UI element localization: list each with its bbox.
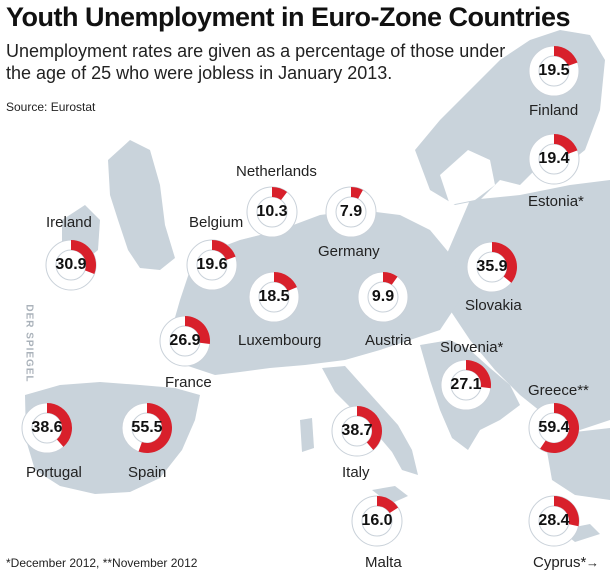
donut-luxembourg	[248, 271, 300, 323]
marker-slovenia: 27.1	[440, 359, 492, 411]
donut-slice-cyprus	[554, 496, 579, 527]
value-netherlands: 10.3	[256, 203, 288, 220]
label-germany: Germany	[318, 243, 380, 260]
donut-slice-ireland	[71, 240, 96, 275]
label-finland: Finland	[529, 102, 579, 119]
value-germany: 7.9	[339, 203, 363, 220]
marker-portugal: 38.6	[21, 402, 73, 454]
donut-slice-luxembourg	[274, 272, 297, 292]
marker-slovakia: 35.9	[466, 241, 518, 293]
donut-netherlands	[246, 186, 298, 238]
map-baltic-sea	[440, 150, 495, 205]
donut-france	[159, 315, 211, 367]
label-cyprus: Cyprus*	[533, 554, 587, 571]
value-luxembourg: 18.5	[258, 288, 290, 305]
marker-belgium: 19.6	[186, 239, 238, 291]
value-malta: 16.0	[361, 512, 393, 529]
value-greece: 59.4	[538, 419, 570, 436]
label-portugal: Portugal	[26, 464, 82, 481]
donut-slice-slovenia	[466, 360, 491, 389]
marker-finland: 19.5	[528, 45, 580, 97]
donut-slice-malta	[377, 496, 399, 513]
spiegel-watermark: DER SPIEGEL	[23, 304, 35, 383]
label-greece: Greece**	[528, 382, 589, 399]
donut-portugal	[21, 402, 73, 454]
value-finland: 19.5	[538, 62, 570, 79]
marker-malta: 16.0	[351, 495, 403, 547]
value-france: 26.9	[169, 332, 201, 349]
donut-finland	[528, 45, 580, 97]
donut-slice-france	[185, 316, 210, 344]
marker-ireland: 30.9	[45, 239, 97, 291]
marker-greece: 59.4	[528, 402, 580, 454]
donut-belgium	[186, 239, 238, 291]
source-note: Source: Eurostat	[6, 100, 96, 114]
donut-slice-belgium	[212, 240, 236, 261]
value-estonia: 19.4	[538, 150, 570, 167]
chart-title: Youth Unemployment in Euro-Zone Countrie…	[6, 2, 571, 32]
donut-slice-austria	[383, 272, 398, 285]
donut-germany	[325, 186, 377, 238]
value-ireland: 30.9	[55, 256, 87, 273]
marker-spain: 55.5	[121, 402, 173, 454]
value-belgium: 19.6	[196, 256, 228, 273]
chart-subtitle: Unemployment rates are given as a percen…	[6, 41, 506, 83]
donut-austria	[357, 271, 409, 323]
donut-greece	[528, 402, 580, 454]
map-sardinia	[300, 418, 314, 452]
footnote: *December 2012, **November 2012	[6, 556, 198, 570]
value-spain: 55.5	[131, 419, 163, 436]
donut-slice-greece	[540, 403, 579, 453]
value-portugal: 38.6	[31, 419, 63, 436]
marker-netherlands: 10.3	[246, 186, 298, 238]
value-slovenia: 27.1	[450, 376, 482, 393]
label-ireland: Ireland	[46, 214, 92, 231]
donut-slice-germany	[351, 187, 363, 199]
map-adriatic-sea	[368, 368, 425, 430]
map-eastern-europe	[440, 180, 610, 430]
label-france: France	[165, 374, 212, 391]
label-austria: Austria	[365, 332, 412, 349]
marker-estonia: 19.4	[528, 133, 580, 185]
label-estonia: Estonia*	[528, 193, 584, 210]
donut-spain	[121, 402, 173, 454]
marker-austria: 9.9	[357, 271, 409, 323]
arrow-right-icon: →	[586, 555, 599, 570]
marker-germany: 7.9	[325, 186, 377, 238]
map-central-europe	[170, 210, 460, 375]
value-italy: 38.7	[341, 422, 373, 439]
donut-slovakia	[466, 241, 518, 293]
donut-slice-estonia	[554, 134, 578, 154]
marker-italy: 38.7	[331, 405, 383, 457]
donut-slice-spain	[138, 403, 172, 453]
label-slovenia: Slovenia*	[440, 339, 504, 356]
donut-slice-finland	[554, 46, 578, 66]
donut-slice-netherlands	[272, 187, 288, 201]
donut-slovenia	[440, 359, 492, 411]
value-austria: 9.9	[371, 288, 395, 305]
donut-italy	[331, 405, 383, 457]
donut-slice-slovakia	[492, 242, 517, 283]
value-cyprus: 28.4	[538, 512, 570, 529]
label-belgium: Belgium	[189, 214, 244, 231]
marker-cyprus: 28.4	[528, 495, 580, 547]
donut-ireland	[45, 239, 97, 291]
label-italy: Italy	[342, 464, 370, 481]
donut-malta	[351, 495, 403, 547]
donut-estonia	[528, 133, 580, 185]
donut-cyprus	[528, 495, 580, 547]
map-great-britain	[108, 140, 175, 270]
donut-slice-italy	[357, 406, 382, 450]
marker-luxembourg: 18.5	[248, 271, 300, 323]
map-sicily	[372, 486, 408, 504]
label-netherlands: Netherlands	[236, 163, 317, 180]
label-slovakia: Slovakia	[465, 297, 522, 314]
label-luxembourg: Luxembourg	[238, 332, 322, 349]
label-spain: Spain	[128, 464, 167, 481]
label-malta: Malta	[365, 554, 402, 571]
marker-france: 26.9	[159, 315, 211, 367]
value-slovakia: 35.9	[476, 258, 508, 275]
donut-slice-portugal	[47, 403, 72, 447]
